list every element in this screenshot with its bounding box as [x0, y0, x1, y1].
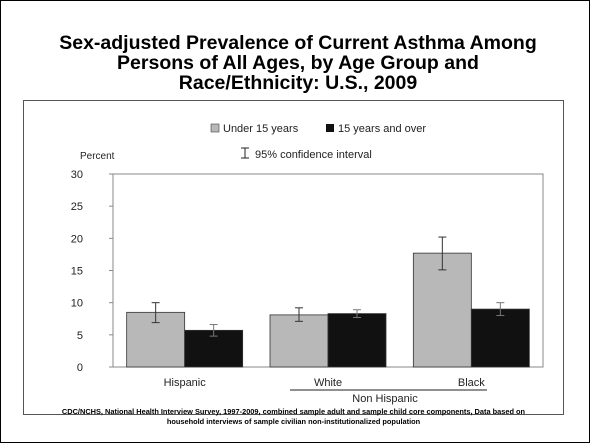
ci-legend-icon [241, 147, 249, 159]
chart-frame: Under 15 years 15 years and over 95% con… [23, 100, 564, 415]
ci-white-under15 [295, 307, 303, 322]
y-axis-ticks: 0 5 10 15 20 25 30 [71, 169, 113, 374]
non-hispanic-label: Non Hispanic [352, 393, 418, 405]
y-tick-label: 30 [71, 169, 83, 181]
source-line-1: CDC/NCHS, National Health Interview Surv… [61, 407, 526, 416]
ci-white-over15 [353, 309, 361, 318]
ci-black-over15 [496, 302, 505, 317]
chart-svg: Under 15 years 15 years and over 95% con… [71, 123, 544, 405]
title-line-2: Persons of All Ages, by Age Group and [117, 52, 479, 74]
slide-title: Sex-adjusted Prevalence of Current Asthm… [15, 33, 581, 93]
ci-hispanic-under15 [151, 302, 160, 324]
category-label-hispanic: Hispanic [164, 377, 207, 389]
y-tick-label: 5 [77, 330, 83, 342]
title-line-3: Race/Ethnicity: U.S., 2009 [178, 72, 418, 94]
legend-label-under15: Under 15 years [223, 123, 299, 135]
y-tick-label: 0 [77, 362, 83, 374]
bar-white-over15 [327, 313, 387, 368]
ci-black-under15 [438, 236, 447, 271]
category-label-black: Black [458, 377, 485, 389]
y-axis-label: Percent [80, 151, 115, 162]
source-line-2: household interviews of sample civilian … [166, 417, 421, 426]
legend-swatch-over15 [326, 124, 334, 132]
legend-label-over15: 15 years and over [338, 123, 426, 135]
y-tick-label: 10 [71, 298, 83, 310]
y-tick-label: 25 [71, 201, 83, 213]
category-label-white: White [314, 377, 342, 389]
title-line-1: Sex-adjusted Prevalence of Current Asthm… [59, 32, 537, 54]
legend-swatch-under15 [210, 123, 220, 133]
bar-black-under15 [412, 252, 472, 368]
bar-white-under15 [269, 314, 329, 368]
source-note: CDC/NCHS, National Health Interview Surv… [23, 407, 564, 427]
ci-legend-label: 95% confidence interval [255, 149, 372, 161]
ci-hispanic-over15 [209, 324, 218, 337]
bar-black-over15 [470, 308, 530, 368]
bars [126, 252, 530, 368]
category-labels: Hispanic White Black [164, 377, 486, 389]
error-bars [151, 236, 505, 337]
y-tick-label: 20 [71, 233, 83, 245]
y-tick-label: 15 [71, 266, 83, 278]
